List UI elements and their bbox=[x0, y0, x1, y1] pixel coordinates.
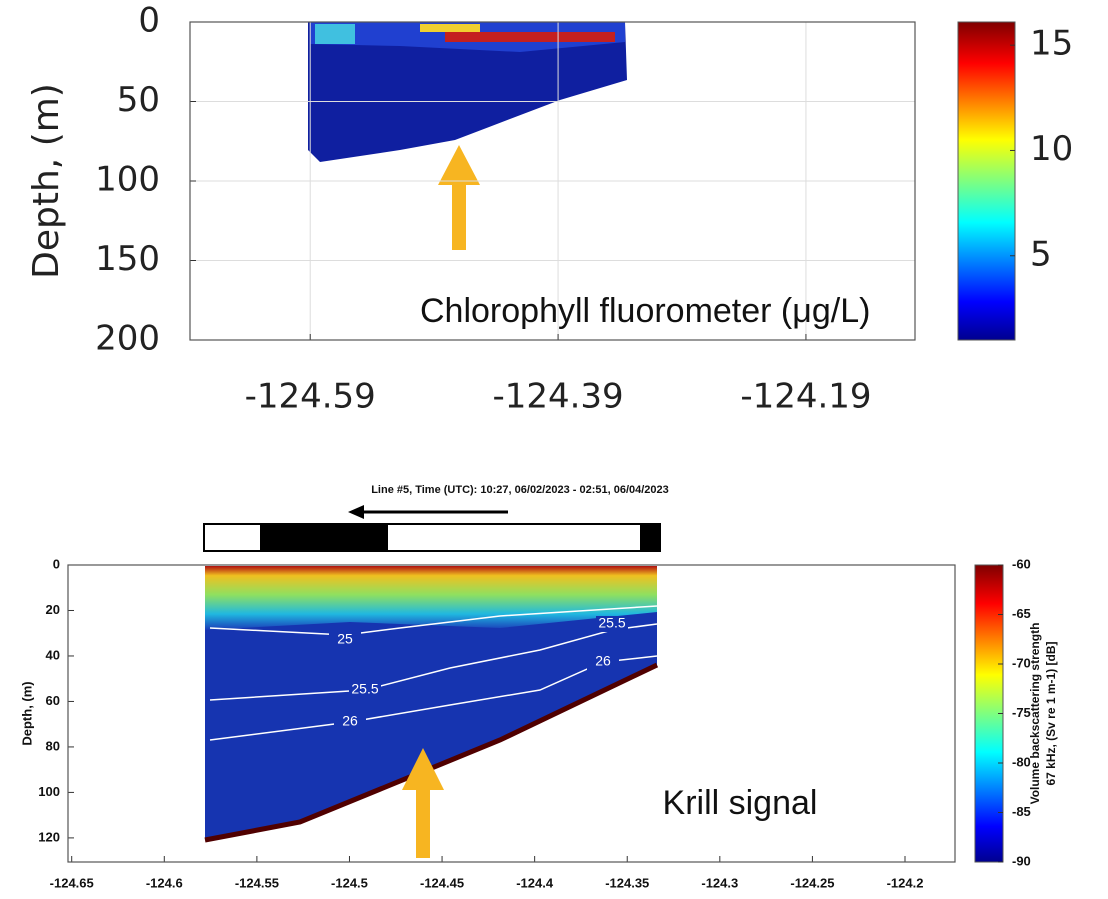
fluorescence-patch bbox=[445, 32, 615, 42]
x-tick-label: -124.3 bbox=[701, 875, 738, 890]
colorbar-axis: -90 -85 -80 -75 -70 -65 -60 Volume backscatteri… bbox=[998, 556, 1058, 868]
colorbar-tick-label: -75 bbox=[1012, 705, 1031, 720]
y-tick-label: 50 bbox=[117, 80, 160, 120]
colorbar-label: 67 kHz, (Sv re 1 m-1) [dB] bbox=[1044, 641, 1058, 785]
night-segment bbox=[640, 524, 660, 551]
colorbar-tick-label: -60 bbox=[1012, 556, 1031, 571]
annotation: Krill signal bbox=[663, 784, 818, 822]
y-tick-label: 150 bbox=[95, 239, 160, 279]
axes-frame bbox=[189, 21, 916, 341]
y-tick-label: 20 bbox=[46, 602, 60, 617]
axes-frame bbox=[67, 564, 956, 863]
colorbar-label: Chlorophyll fluorometer (μg/L) bbox=[420, 292, 870, 330]
contour-line bbox=[209, 605, 658, 636]
fluorescence-field bbox=[308, 22, 627, 162]
colorbar-tick-label: -80 bbox=[1012, 754, 1031, 769]
colorbar-tick-label: 5 bbox=[1030, 234, 1052, 274]
x-tick-label: -124.59 bbox=[245, 377, 376, 417]
y-tick-label: 0 bbox=[138, 1, 160, 41]
backscatter-surface bbox=[205, 566, 657, 630]
fluorescence-patch bbox=[315, 24, 355, 44]
axes: 0 50 100 150 200 -124.59 -124.39 -124.19 Depth, … bbox=[26, 1, 916, 417]
y-tick-label: 120 bbox=[38, 829, 60, 844]
arrow bbox=[438, 145, 480, 250]
y-tick-label: 200 bbox=[95, 319, 160, 359]
contour-label: 25.5 bbox=[351, 681, 378, 697]
y-axis-label: Depth, (m) bbox=[19, 681, 34, 745]
colorbar-tick-label: -85 bbox=[1012, 804, 1031, 819]
x-tick-label: -124.39 bbox=[492, 377, 623, 417]
y-tick-label: 100 bbox=[95, 160, 160, 200]
colorbar-tick-label: -90 bbox=[1012, 853, 1031, 868]
colorbar-tick-label: -65 bbox=[1012, 606, 1031, 621]
colorbar-axis: 5 10 15 bbox=[1010, 24, 1073, 274]
colorbar-tick-label: -70 bbox=[1012, 655, 1031, 670]
x-tick-label: -124.5 bbox=[331, 875, 368, 890]
x-tick-label: -124.55 bbox=[235, 875, 279, 890]
axes: 0 20 40 60 80 100 120 -124.65 -124.6 -124.55 -124.… bbox=[19, 484, 956, 890]
contour-label-bg bbox=[329, 632, 361, 648]
backscatter-field bbox=[205, 566, 657, 840]
contour-label: 26 bbox=[342, 713, 358, 729]
contour-label: 25.5 bbox=[598, 615, 625, 631]
x-tick-label: -124.4 bbox=[516, 875, 554, 890]
colorbar-tick-label: 15 bbox=[1030, 24, 1073, 64]
fluorescence-patch bbox=[420, 24, 480, 32]
contour-label-bg bbox=[587, 654, 619, 670]
y-tick-label: 100 bbox=[38, 784, 60, 799]
direction-arrow-head bbox=[348, 505, 364, 519]
y-tick-label: 80 bbox=[46, 738, 60, 753]
seafloor bbox=[204, 662, 659, 843]
arrow bbox=[402, 748, 444, 858]
night-segment bbox=[260, 524, 388, 551]
y-axis-label: Depth, (m) bbox=[26, 83, 67, 279]
chart-title: Line #5, Time (UTC): 10:27, 06/02/2023 -… bbox=[371, 484, 669, 496]
x-tick-label: -124.45 bbox=[420, 875, 464, 890]
contour-label-bg bbox=[349, 682, 381, 698]
contour-label: 26 bbox=[595, 653, 611, 669]
x-tick-label: -124.19 bbox=[740, 377, 871, 417]
contour-label: 25 bbox=[337, 631, 353, 647]
x-tick-label: -124.65 bbox=[50, 875, 94, 890]
colorbar bbox=[957, 21, 1016, 341]
contour-label-bg bbox=[334, 714, 366, 730]
x-tick-label: -124.2 bbox=[887, 875, 924, 890]
contour-label-bg bbox=[596, 616, 628, 632]
y-tick-label: 60 bbox=[46, 693, 60, 708]
y-tick-label: 40 bbox=[46, 647, 60, 662]
colorbar-tick-label: 10 bbox=[1030, 129, 1073, 169]
colorbar-label: Volume backscattering strength bbox=[1028, 623, 1042, 805]
x-tick-label: -124.25 bbox=[790, 875, 834, 890]
x-tick-label: -124.35 bbox=[605, 875, 649, 890]
y-tick-label: 0 bbox=[53, 556, 60, 571]
x-tick-label: -124.6 bbox=[146, 875, 183, 890]
